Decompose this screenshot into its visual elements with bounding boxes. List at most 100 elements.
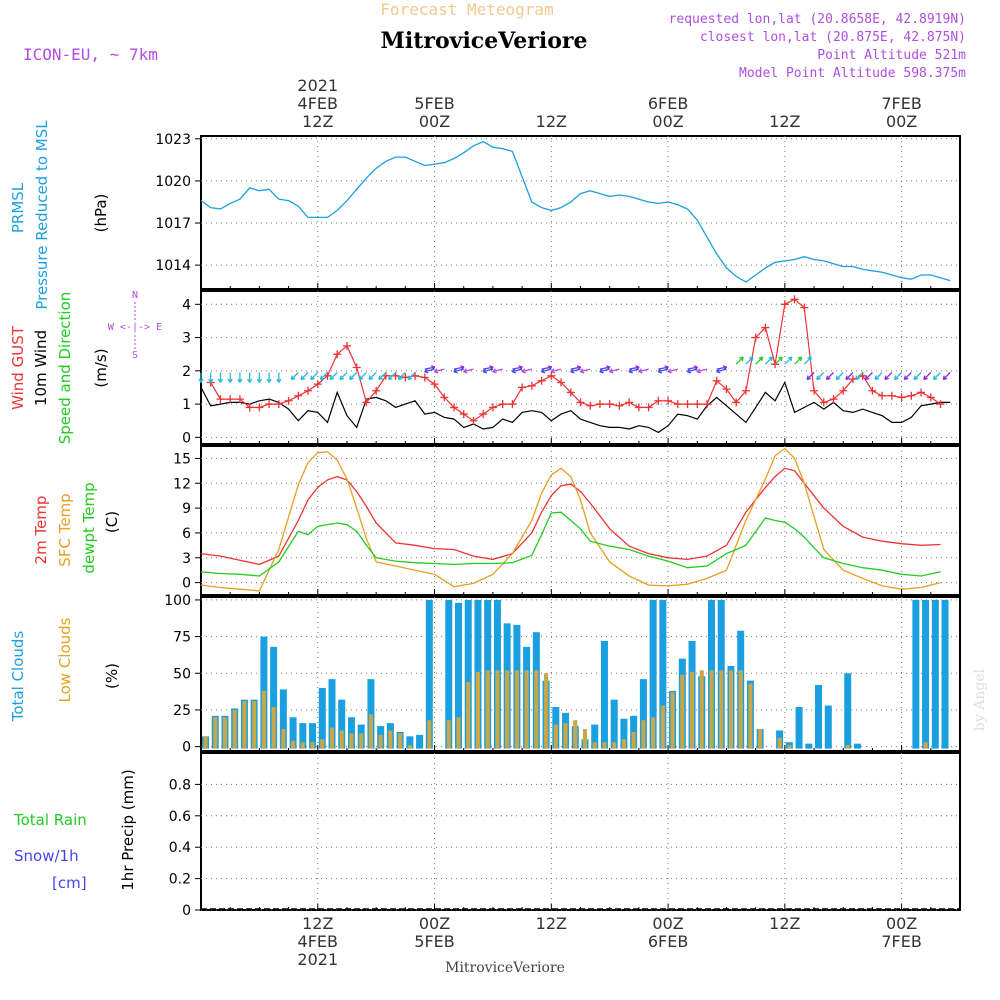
wind-arrow-head bbox=[339, 375, 344, 381]
gust-marker bbox=[917, 388, 926, 397]
temp-unit: (C) bbox=[103, 511, 121, 533]
low-cloud-bar bbox=[923, 742, 928, 749]
wind-arrow bbox=[696, 368, 708, 373]
total-cloud-bar bbox=[328, 679, 336, 749]
low-cloud-bar bbox=[329, 727, 335, 749]
gust-marker bbox=[644, 403, 653, 412]
wind-arrow bbox=[570, 368, 581, 373]
wind-arrow bbox=[609, 368, 620, 373]
gust-marker bbox=[430, 380, 439, 389]
wind-arrow bbox=[845, 372, 854, 380]
wind-arrow-head bbox=[579, 368, 585, 374]
wind-arrow bbox=[923, 372, 932, 380]
gust-marker bbox=[897, 393, 906, 402]
wind-arrow bbox=[716, 368, 727, 373]
gust-marker bbox=[459, 410, 468, 419]
wind-arrow bbox=[349, 372, 358, 380]
low-cloud-bar bbox=[388, 730, 393, 749]
pressure-label-a: PRMSL bbox=[9, 182, 27, 233]
y-tick-label: 4 bbox=[182, 297, 191, 313]
gust-marker bbox=[537, 376, 546, 385]
wind-arrow bbox=[933, 372, 941, 380]
wind-arrow-head bbox=[319, 375, 325, 381]
wind-arrow-head bbox=[667, 368, 672, 374]
wind-arrow-head bbox=[397, 375, 403, 381]
total-cloud-bar bbox=[406, 736, 414, 749]
wind-arrow-head bbox=[816, 375, 821, 381]
wind-arrow-head bbox=[807, 356, 812, 362]
gust-marker bbox=[342, 341, 351, 350]
gust-marker bbox=[372, 386, 381, 395]
gust-marker bbox=[907, 391, 916, 400]
gust-marker bbox=[216, 395, 225, 404]
gust-marker bbox=[683, 400, 692, 409]
low-cloud-bar bbox=[320, 739, 325, 749]
low-cloud-bar bbox=[291, 740, 296, 749]
wind-arrow bbox=[434, 368, 445, 373]
gust-marker bbox=[333, 350, 342, 359]
top-time-label: 00Z bbox=[652, 112, 683, 131]
gust-marker bbox=[839, 386, 848, 395]
gust-marker bbox=[508, 400, 517, 409]
bottom-time-label: 2021 bbox=[297, 950, 338, 969]
low-cloud-bar bbox=[563, 723, 568, 749]
wind-arrow-head bbox=[256, 378, 263, 383]
total-cloud-bar bbox=[853, 743, 861, 749]
wind-arrow-head bbox=[387, 375, 393, 381]
total-cloud-bar bbox=[309, 723, 317, 749]
gust-marker bbox=[479, 410, 488, 419]
y-tick-label: 100 bbox=[164, 593, 191, 609]
low-cloud-bar bbox=[378, 734, 383, 749]
bottom-time-label: 7FEB bbox=[881, 932, 921, 951]
total-cloud-bar bbox=[912, 599, 920, 749]
wind-arrow bbox=[826, 372, 834, 380]
total-cloud-bar bbox=[299, 723, 307, 749]
grid-lines bbox=[201, 136, 960, 911]
low-cloud-bar bbox=[232, 709, 237, 749]
gust-line bbox=[210, 298, 941, 422]
wind-arrow bbox=[735, 356, 744, 365]
gust-marker bbox=[488, 403, 497, 412]
wind-arrow-head bbox=[358, 375, 364, 381]
total-cloud-bar bbox=[805, 743, 813, 749]
wind-arrow-head bbox=[378, 375, 383, 381]
wind-arrow bbox=[687, 368, 698, 373]
precip-cm-label: [cm] bbox=[52, 874, 87, 892]
wind-arrow-head bbox=[797, 356, 803, 362]
top-time-label: 12Z bbox=[302, 112, 333, 131]
footer-station: MitroviceVeriore bbox=[445, 960, 565, 976]
gust-marker bbox=[761, 323, 770, 332]
low-cloud-bar bbox=[252, 701, 257, 749]
wind-arrow-head bbox=[716, 368, 721, 374]
temp-2m-label: 2m Temp bbox=[32, 496, 50, 565]
bottom-time-label: 4FEB bbox=[298, 932, 338, 951]
low-cloud-bar bbox=[213, 717, 218, 749]
low-cloud-bar bbox=[631, 731, 636, 749]
y-tick-label: 0 bbox=[182, 903, 191, 919]
bottom-time-label: 12Z bbox=[536, 914, 567, 933]
wind-speed-dir-label: Speed and Direction bbox=[56, 292, 74, 445]
wind-arrow bbox=[453, 368, 464, 373]
wind-unit: (m/s) bbox=[92, 348, 110, 387]
clouds-unit: (%) bbox=[103, 663, 121, 689]
requested-coords: requested lon,lat (20.8658E, 42.8919N) bbox=[669, 12, 966, 27]
gust-marker bbox=[887, 391, 896, 400]
wind-arrow bbox=[942, 372, 951, 380]
clouds-low-label: Low Clouds bbox=[56, 617, 74, 702]
wind-arrow bbox=[310, 372, 319, 380]
wind-arrow bbox=[339, 372, 348, 380]
wind-arrow-head bbox=[638, 368, 643, 374]
wind-arrow-head bbox=[739, 356, 744, 362]
wind-arrow-head bbox=[903, 375, 909, 381]
temp-dewpt-label: dewpt Temp bbox=[80, 482, 98, 573]
gust-marker bbox=[712, 376, 721, 385]
y-tick-label: 9 bbox=[182, 501, 191, 517]
low-cloud-bar bbox=[728, 670, 734, 749]
wind-arrow-head bbox=[806, 375, 812, 381]
gust-marker bbox=[527, 381, 536, 390]
wind-arrow bbox=[368, 372, 377, 380]
wind-speed-line bbox=[200, 380, 951, 434]
total-cloud-bar bbox=[347, 717, 355, 749]
low-cloud-bar bbox=[689, 671, 695, 749]
gust-marker bbox=[722, 385, 731, 394]
